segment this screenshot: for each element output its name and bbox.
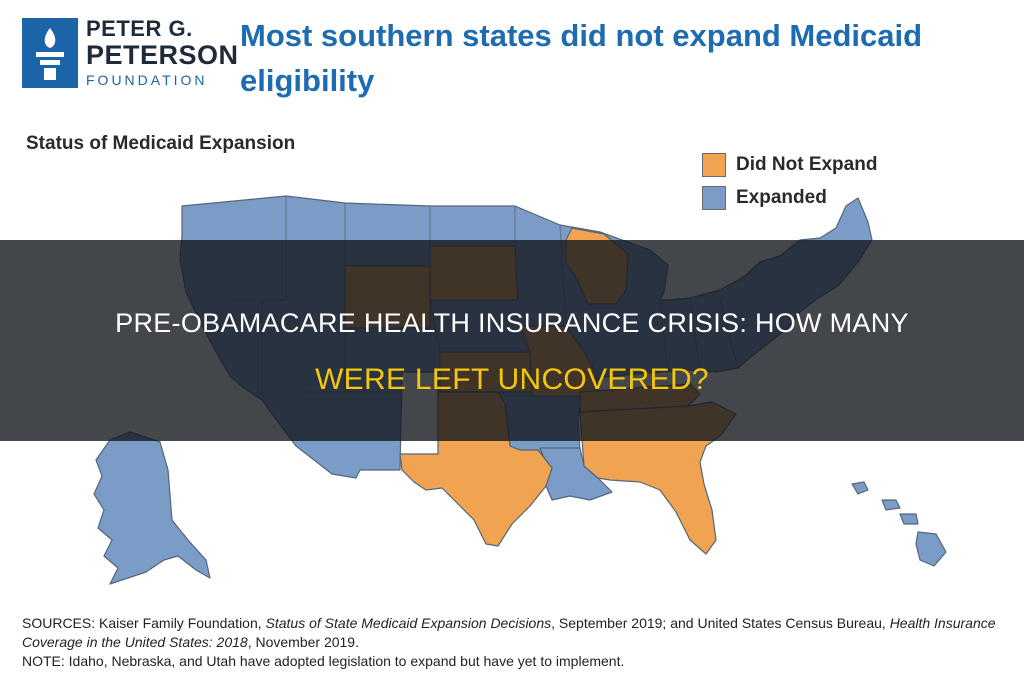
expanded-hawaii-2 <box>881 499 901 511</box>
sources-part-3: , November 2019. <box>247 634 359 651</box>
expanded-hawaii-1 <box>851 481 869 495</box>
overlay-title-line-2: WERE LEFT UNCOVERED? <box>315 363 709 396</box>
expanded-hawaii-4 <box>915 531 947 567</box>
sources-part-2: , September 2019; and United States Cens… <box>551 615 890 631</box>
map-title: Status of Medicaid Expansion <box>26 133 296 154</box>
peterson-foundation-logo: PETER G. PETERSON FOUNDATION <box>22 14 238 90</box>
legend-item-not-expanded: Did Not Expand <box>702 148 877 181</box>
expanded-hawaii-3 <box>899 513 919 525</box>
legend: Did Not Expand Expanded <box>702 148 877 214</box>
legend-swatch-not-expanded <box>702 152 726 177</box>
sources-part-1: Kaiser Family Foundation, <box>95 615 266 631</box>
expanded-alaska <box>93 431 211 585</box>
logo-line-2: PETERSON <box>86 40 239 70</box>
logo-line-1: PETER G. <box>86 16 193 41</box>
note-text: NOTE: Idaho, Nebraska, and Utah have ado… <box>22 653 625 670</box>
title-overlay-banner <box>0 240 1024 441</box>
source-title-1: Status of State Medicaid Expansion Decis… <box>265 615 552 631</box>
torch-logo-icon <box>22 18 78 88</box>
sources-note: SOURCES: Kaiser Family Foundation, Statu… <box>22 614 1012 671</box>
legend-label: Did Not Expand <box>736 153 878 175</box>
legend-item-expanded: Expanded <box>702 181 877 214</box>
overlay-title-line-1: PRE-OBAMACARE HEALTH INSURANCE CRISIS: H… <box>115 308 909 338</box>
headline: Most southern states did not expand Medi… <box>240 18 923 98</box>
legend-label: Expanded <box>736 186 827 208</box>
logo-line-3: FOUNDATION <box>86 72 208 88</box>
legend-swatch-expanded <box>702 185 726 210</box>
source-title-2: Health Insurance Coverage in the United … <box>22 615 996 651</box>
sources-label: SOURCES: <box>22 615 96 631</box>
sources-text: SOURCES: Kaiser Family Foundation, Statu… <box>22 614 1012 652</box>
